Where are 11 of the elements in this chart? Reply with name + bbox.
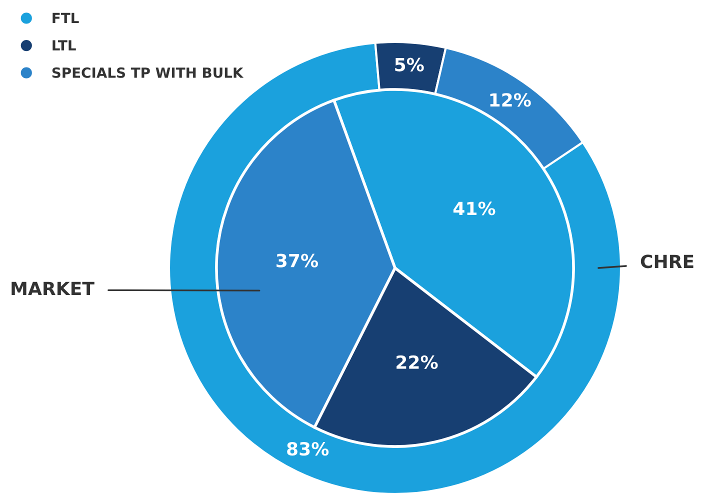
slice-label: MARKET (12, 282, 94, 295)
data-label: 5% (395, 58, 424, 72)
data-label: 12% (490, 93, 531, 107)
legend-label: FTL (52, 12, 79, 24)
data-label: 41% (453, 202, 496, 216)
data-label: 83% (287, 442, 329, 456)
legend-label: SPECIALS TP WITH BULK (52, 67, 244, 78)
data-label: 37% (276, 254, 318, 268)
slice-label: CHRE (640, 254, 694, 268)
legend-label: LTL (52, 40, 76, 50)
data-label: 22% (396, 355, 438, 369)
